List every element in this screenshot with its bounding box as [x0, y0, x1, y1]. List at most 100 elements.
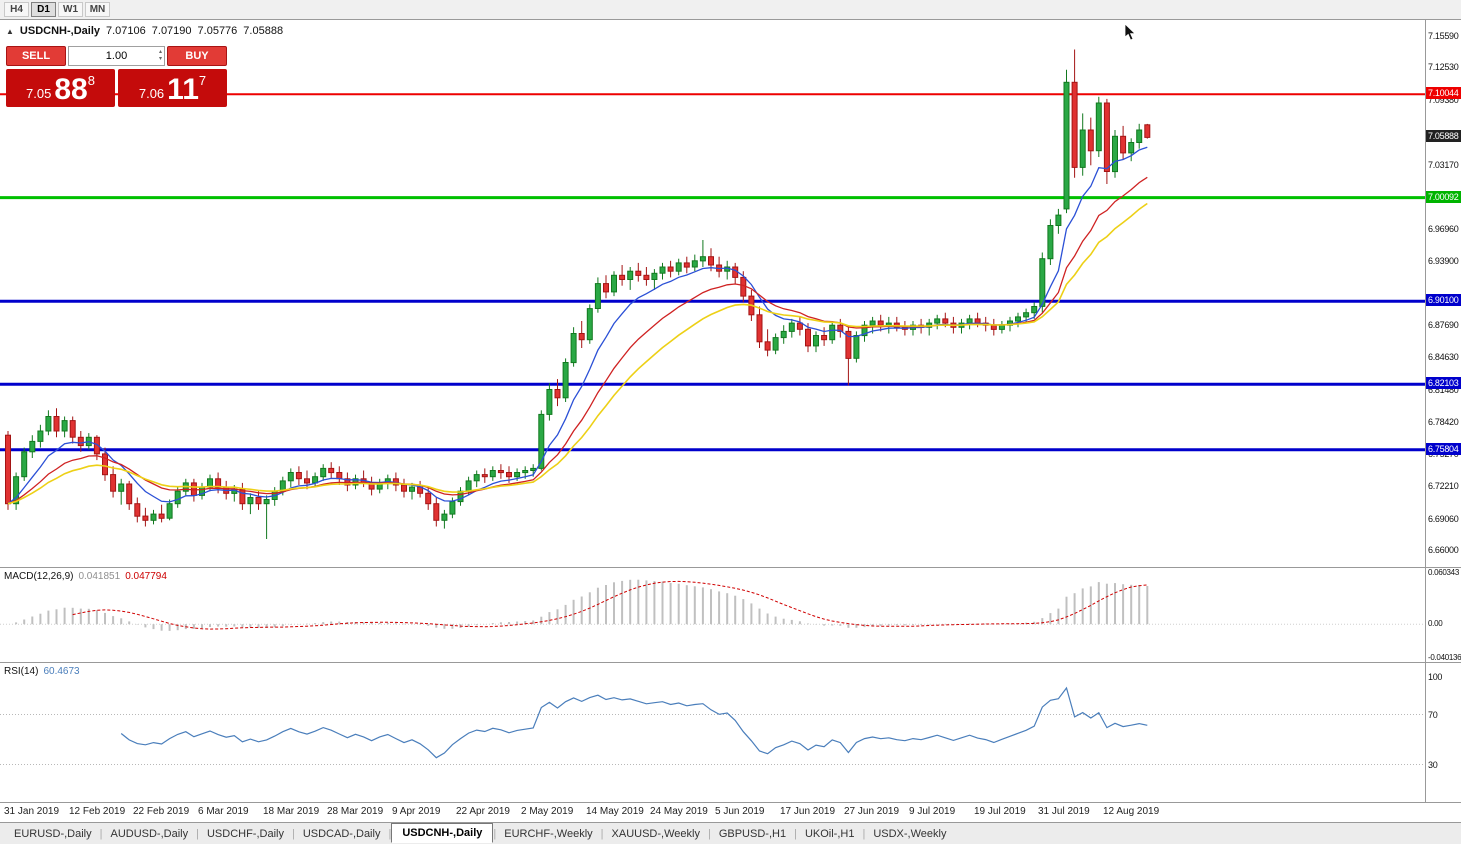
rsi-indicator-label: RSI(14) 60.4673 [4, 666, 80, 677]
buy-price-tile[interactable]: 7.06 11 7 [118, 69, 227, 107]
date-label: 12 Feb 2019 [69, 806, 126, 817]
price-scale-tick: 6.93900 [1428, 256, 1459, 266]
tab-separator: | [196, 827, 199, 840]
rsi-value: 60.4673 [43, 666, 80, 677]
buy-price-pips: 11 [167, 73, 199, 106]
price-scale-tick: 6.81480 [1428, 385, 1459, 395]
price-scale-tick: 6.66000 [1428, 545, 1459, 555]
date-label: 14 May 2019 [586, 806, 644, 817]
macd-scale-tick: 0.00 [1428, 619, 1443, 628]
price-level-badge: 7.10044 [1426, 87, 1461, 99]
chart-symbol-label: USDCNH-,Daily [19, 25, 100, 37]
chart-tab-ukoil-h1[interactable]: UKOil-,H1 [804, 827, 855, 840]
date-label: 19 Jul 2019 [974, 806, 1026, 817]
price-scale-tick: 7.03170 [1428, 160, 1459, 170]
date-label: 22 Feb 2019 [133, 806, 190, 817]
price-level-badge: 7.00092 [1426, 191, 1461, 203]
tab-separator: | [388, 827, 392, 840]
timeframe-button-h4[interactable]: H4 [4, 2, 29, 17]
chart-tab-eurusd-daily[interactable]: EURUSD-,Daily [14, 827, 92, 840]
rsi-scale-tick: 70 [1428, 710, 1438, 720]
time-axis[interactable]: 31 Jan 2019 12 Feb 2019 22 Feb 2019 6 Mar 2… [0, 802, 1425, 822]
macd-indicator-label: MACD(12,26,9) 0.041851 0.047794 [4, 571, 167, 582]
main-chart-pane[interactable] [0, 20, 1425, 567]
one-click-trading-toggle-icon[interactable]: ▲ [6, 27, 14, 36]
one-click-trading-panel: SELL 1.00 ▴ ▾ BUY 7.05 88 8 7.06 11 7 [6, 46, 227, 107]
rsi-scale-tick: 30 [1428, 760, 1438, 770]
volume-input[interactable]: 1.00 ▴ ▾ [68, 46, 165, 66]
chart-tab-usdx-weekly[interactable]: USDX-,Weekly [873, 827, 947, 840]
price-scale-tick: 6.78420 [1428, 417, 1459, 427]
tab-separator: | [707, 827, 711, 840]
price-scale-tick: 6.84630 [1428, 352, 1459, 362]
time-axis-separator [0, 802, 1461, 803]
chart-tab-usdcad-daily[interactable]: USDCAD-,Daily [302, 827, 381, 840]
moving-average-medium [7, 176, 1148, 505]
date-label: 24 May 2019 [650, 806, 708, 817]
date-label: 28 Mar 2019 [327, 806, 384, 817]
price-scale-tick: 6.69060 [1428, 514, 1459, 524]
macd-scale-tick: 0.060343 [1428, 568, 1459, 577]
tab-separator: | [862, 827, 866, 840]
macd-pane-separator[interactable] [0, 567, 1461, 568]
rsi-line [120, 686, 1148, 759]
volume-value: 1.00 [105, 50, 128, 62]
chart-tab-audusd-daily[interactable]: AUDUSD-,Daily [110, 827, 189, 840]
chart-tab-gbpusd-h1[interactable]: GBPUSD-,H1 [718, 827, 787, 840]
price-level-badge: 7.05888 [1426, 130, 1461, 142]
sell-button[interactable]: SELL [6, 46, 66, 66]
rsi-pane-separator[interactable] [0, 662, 1461, 663]
price-scale-tick: 6.96960 [1428, 224, 1459, 234]
price-scale-tick: 7.15590 [1428, 31, 1459, 41]
price-scale-tick: 7.09380 [1428, 95, 1459, 105]
price-scale-separator [1425, 20, 1426, 802]
sell-price-pips: 88 [54, 73, 88, 106]
mouse-cursor [1124, 23, 1138, 47]
date-label: 31 Jul 2019 [1038, 806, 1090, 817]
candles [5, 49, 1151, 539]
macd-signal-value: 0.047794 [125, 571, 167, 582]
moving-average-slow [7, 202, 1148, 505]
date-label: 9 Apr 2019 [392, 806, 441, 817]
date-label: 2 May 2019 [521, 806, 574, 817]
chart-tab-eurchf-weekly[interactable]: EURCHF-,Weekly [504, 827, 593, 840]
macd-main-value: 0.041851 [78, 571, 121, 582]
chart-tabs-bar: EURUSD-,Daily | AUDUSD-,Daily | USDCHF-,Dail… [0, 822, 1461, 844]
chart-tab-usdchf-daily[interactable]: USDCHF-,Daily [206, 827, 284, 840]
rsi-indicator-pane[interactable] [0, 662, 1425, 802]
sell-price-point: 8 [87, 73, 95, 88]
price-scale[interactable]: 7.15590 7.12530 7.09380 7.03170 6.96960 6.939… [1426, 20, 1461, 802]
macd-indicator-pane[interactable] [0, 567, 1425, 662]
tab-separator: | [99, 827, 103, 840]
buy-button[interactable]: BUY [167, 46, 227, 66]
price-scale-tick: 7.12530 [1428, 62, 1459, 72]
price-scale-tick: 6.72210 [1428, 481, 1459, 491]
timeframe-toolbar: H4 D1 W1 MN [0, 0, 1461, 20]
tab-separator: | [794, 827, 797, 840]
chart-tab-xauusd-weekly[interactable]: XAUUSD-,Weekly [611, 827, 700, 840]
rsi-scale-tick: 100 [1428, 672, 1443, 682]
ohlc-low-value: 7.05776 [197, 25, 238, 37]
macd-name: MACD(12,26,9) [4, 571, 74, 582]
timeframe-button-w1[interactable]: W1 [58, 2, 83, 17]
chart-tab-usdcnh-daily[interactable]: USDCNH-,Daily [391, 822, 494, 843]
date-label: 27 Jun 2019 [844, 806, 900, 817]
ohlc-close-value: 7.05888 [243, 25, 284, 37]
volume-up-icon[interactable]: ▴ [158, 49, 162, 55]
sell-price-tile[interactable]: 7.05 88 8 [6, 69, 115, 107]
buy-price-base: 7.06 [138, 86, 165, 101]
tab-separator: | [600, 827, 604, 840]
timeframe-button-mn[interactable]: MN [85, 2, 110, 17]
tab-separator: | [493, 827, 497, 840]
date-label: 17 Jun 2019 [780, 806, 836, 817]
price-level-badge: 6.82103 [1426, 377, 1461, 389]
rsi-name: RSI(14) [4, 666, 39, 677]
timeframe-button-d1[interactable]: D1 [31, 2, 56, 17]
chart-header: ▲ USDCNH-,Daily 7.07106 7.07190 7.05776 … [6, 25, 283, 37]
date-label: 22 Apr 2019 [456, 806, 510, 817]
date-label: 12 Aug 2019 [1103, 806, 1160, 817]
date-label: 31 Jan 2019 [4, 806, 60, 817]
chart-window[interactable]: ▲ USDCNH-,Daily 7.07106 7.07190 7.05776 … [0, 20, 1461, 822]
ohlc-open-value: 7.07106 [106, 25, 146, 37]
volume-down-icon[interactable]: ▾ [158, 56, 162, 62]
